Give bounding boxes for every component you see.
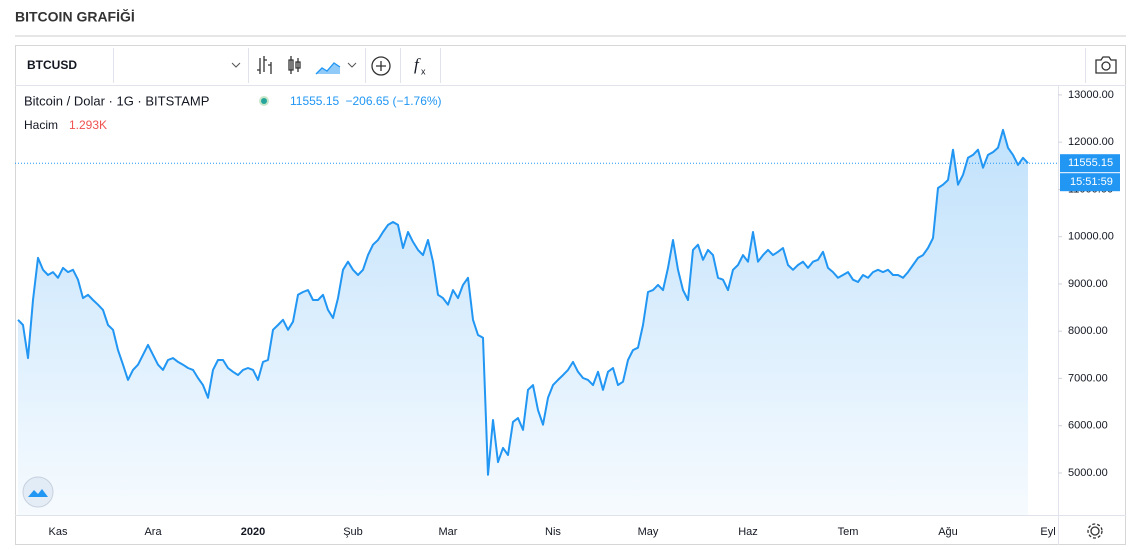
x-tick-label: May	[638, 526, 659, 538]
symbol[interactable]: BTCUSD	[27, 58, 77, 72]
x-tick-label: 2020	[241, 526, 265, 538]
volume-value: 1.293K	[69, 118, 107, 132]
area-fill	[18, 129, 1028, 515]
y-tick-label: 5000.00	[1068, 467, 1108, 479]
x-tick-label: Eyl	[1040, 526, 1055, 538]
y-tick-label: 6000.00	[1068, 420, 1108, 432]
x-tick-label: Ağu	[938, 526, 958, 538]
settings-icon[interactable]	[1087, 523, 1103, 539]
toolbar-separators	[113, 48, 1086, 83]
price-line	[17, 128, 1029, 476]
y-tick-label: 10000.00	[1068, 231, 1114, 243]
x-tick-label: Nis	[545, 526, 561, 538]
candle-style-icon[interactable]	[288, 56, 301, 74]
page-title: BITCOIN GRAFİĞİ	[15, 8, 135, 25]
legend-change: −206.65 (−1.76%)	[345, 94, 441, 108]
time-tag-label: 15:51:59	[1070, 176, 1113, 188]
range-menu[interactable]	[231, 62, 241, 68]
y-tick-label: 7000.00	[1068, 372, 1108, 384]
last-price-tag	[1060, 154, 1120, 173]
legend-price: 11555.15	[290, 94, 339, 108]
last-price-tag-label: 11555.15	[1068, 157, 1113, 169]
x-tick-label: Şub	[343, 526, 363, 538]
y-tick-label: 9000.00	[1068, 278, 1108, 290]
time-tag	[1060, 173, 1120, 192]
bar-style-icon[interactable]	[257, 56, 272, 74]
fx-icon-sub[interactable]: x	[421, 66, 426, 76]
fx-icon[interactable]: f	[414, 55, 421, 74]
snapshot-icon[interactable]	[1095, 56, 1117, 74]
volume-name: Hacim	[24, 118, 58, 132]
add-indicator-icon[interactable]	[371, 56, 391, 76]
x-tick-label: Ara	[144, 526, 162, 538]
y-tick-label: 12000.00	[1068, 136, 1114, 148]
x-tick-label: Mar	[439, 526, 458, 538]
area-style-icon[interactable]	[315, 62, 357, 75]
status-dot	[261, 98, 267, 104]
legend-title: Bitcoin / Dolar · 1G · BITSTAMP	[24, 93, 209, 108]
y-tick-label: 13000.00	[1068, 89, 1114, 101]
x-tick-label: Tem	[838, 526, 859, 538]
x-tick-label: Haz	[738, 526, 758, 538]
x-tick-label: Kas	[49, 526, 68, 538]
y-tick-label: 8000.00	[1068, 325, 1108, 337]
